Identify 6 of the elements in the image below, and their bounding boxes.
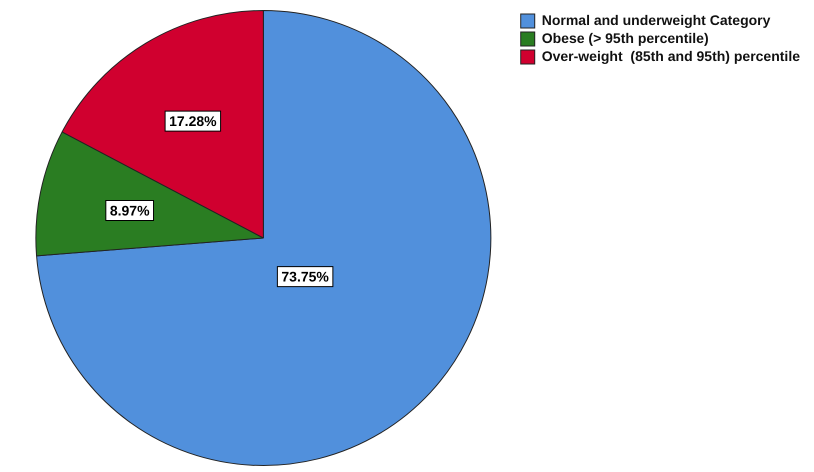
- legend-label: Obese (> 95th percentile): [542, 30, 709, 46]
- data-label: 17.28%: [169, 112, 218, 129]
- data-label: 8.97%: [110, 202, 150, 218]
- legend-label: Normal and underweight Category: [542, 12, 771, 28]
- data-label: 73.75%: [281, 268, 330, 284]
- legend-label: Over-weight (85th and 95th) percentile: [542, 48, 800, 64]
